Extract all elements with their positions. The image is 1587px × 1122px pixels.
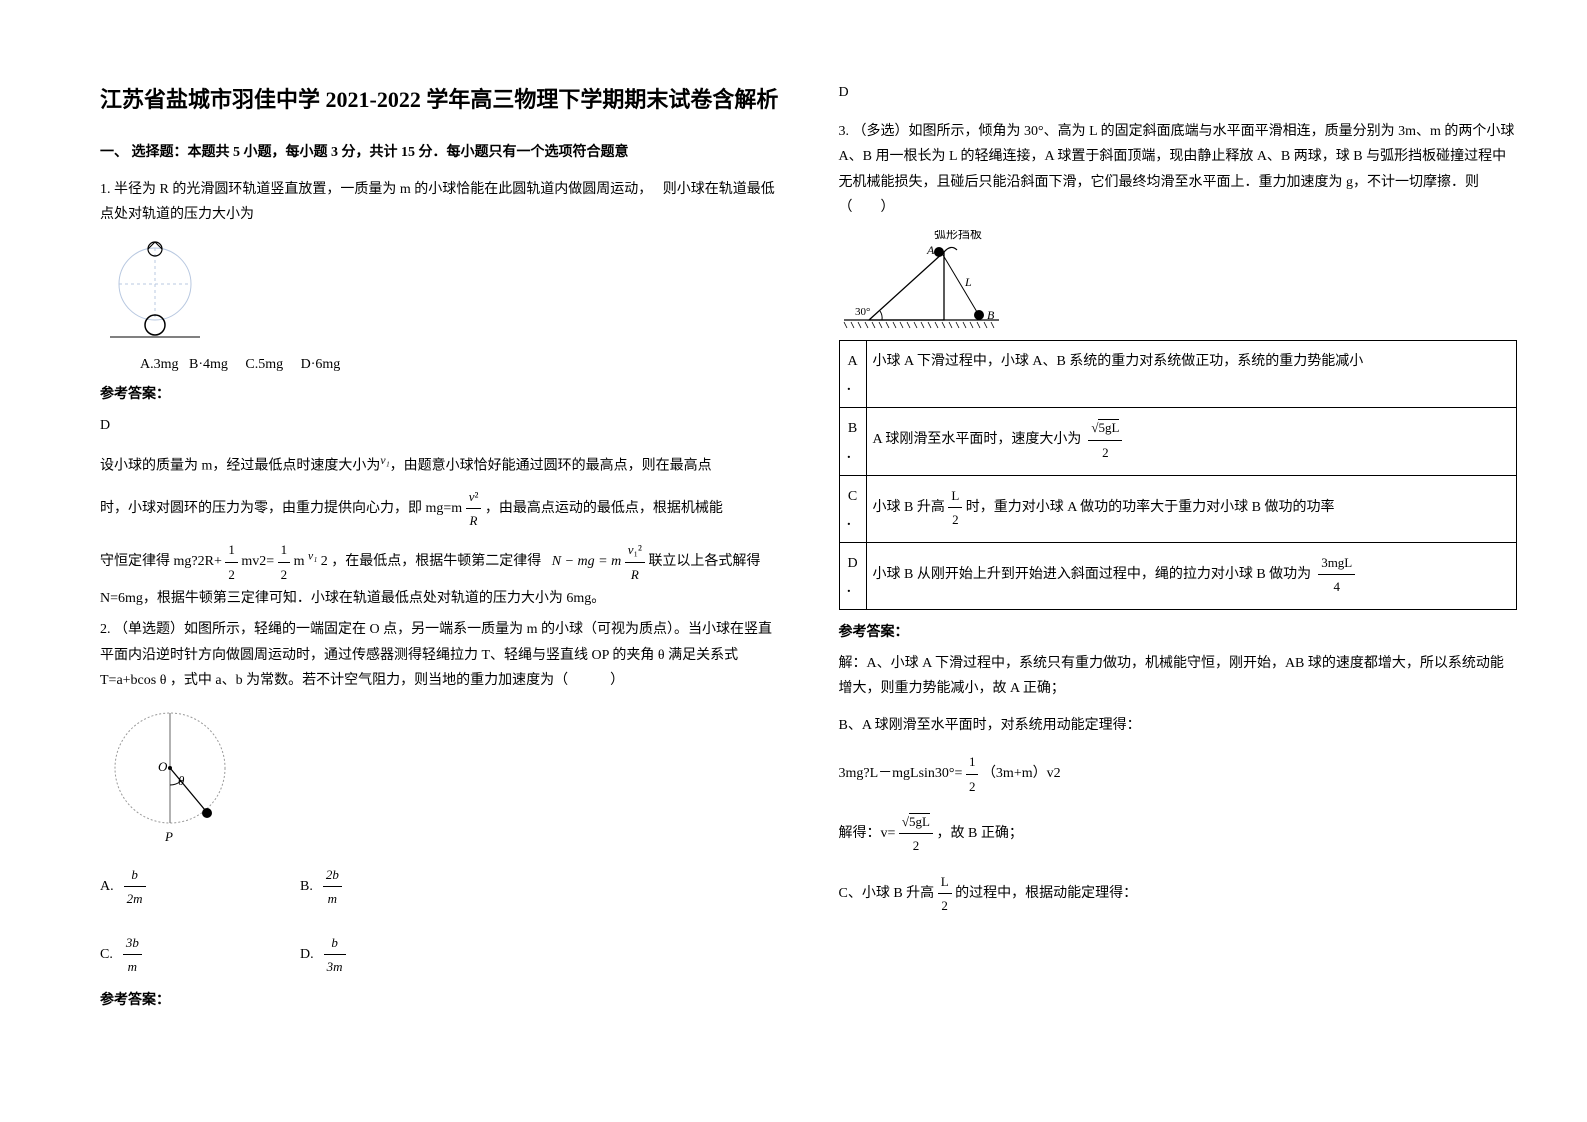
frac-half-2: 12 (278, 538, 291, 586)
q2-diagram: O θ P (100, 703, 250, 853)
svg-text:弧形挡板: 弧形挡板 (934, 230, 982, 241)
svg-text:30°: 30° (855, 306, 870, 318)
svg-text:L: L (964, 275, 972, 289)
q3-explanation: 解：A、小球 A 下滑过程中，系统只有重力做功，机械能守恒，刚开始，AB 球的速… (839, 651, 1518, 918)
frac-v2R: v²R (466, 485, 482, 533)
q3-text: 3. （多选）如图所示，倾角为 30°、高为 L 的固定斜面底端与水平面平滑相连… (839, 119, 1518, 220)
q1-explain-1: 设小球的质量为 m，经过最低点时速度大小为v₁，由题意小球恰好能通过圆环的最高点… (100, 450, 779, 479)
q2-opt-c: C. 3bm (100, 931, 300, 979)
opt-B-text: A 球刚滑至水平面时，速度大小为 √5gL 2 (866, 408, 1517, 475)
svg-text:P: P (164, 829, 173, 844)
q2-opt-d: D. b3m (300, 931, 500, 979)
right-column: D 3. （多选）如图所示，倾角为 30°、高为 L 的固定斜面底端与水平面平滑… (819, 80, 1538, 1082)
opt-A-text: 小球 A 下滑过程中，小球 A、B 系统的重力对系统做正功，系统的重力势能减小 (866, 340, 1517, 407)
q2-text: 2. （单选题）如图所示，轻绳的一端固定在 O 点，另一端系一质量为 m 的小球… (100, 617, 779, 693)
opt-C-label: C． (839, 475, 866, 542)
q1-opt-a: A.3mg (140, 357, 179, 372)
q2-options: A. b2m B. 2bm C. 3bm D. b3m (100, 863, 779, 979)
table-row: B． A 球刚滑至水平面时，速度大小为 √5gL 2 (839, 408, 1517, 475)
frac-half-1: 12 (225, 538, 238, 586)
q2-answer-label: 参考答案： (100, 988, 779, 1013)
q2-answer: D (839, 80, 1518, 105)
q3-option-table: A． 小球 A 下滑过程中，小球 A、B 系统的重力对系统做正功，系统的重力势能… (839, 340, 1518, 611)
page-title: 江苏省盐城市羽佳中学 2021-2022 学年高三物理下学期期末试卷含解析 (100, 80, 779, 120)
table-row: A． 小球 A 下滑过程中，小球 A、B 系统的重力对系统做正功，系统的重力势能… (839, 340, 1517, 407)
q1-explain-2: 时，小球对圆环的压力为零，由重力提供向心力，即 mg=m v²R ，由最高点运动… (100, 485, 779, 533)
svg-text:B: B (987, 308, 995, 322)
q1-explain-3: 守恒定律得 mg?2R+ 12 mv2= 12 m v₁ 2 ，在最低点，根据牛… (100, 538, 779, 611)
opt-C-text: 小球 B 升高 L2 时，重力对小球 A 做功的功率大于重力对小球 B 做功的功… (866, 475, 1517, 542)
newton-eq: N − mg = m (552, 554, 621, 569)
q1-answer: D (100, 413, 779, 438)
q3-answer-label: 参考答案： (839, 620, 1518, 645)
opt-D-label: D． (839, 543, 866, 610)
expl-C1: C、小球 B 升高 L2 的过程中，根据动能定理得： (839, 870, 1518, 918)
q1-options: A.3mg B·4mg C.5mg D·6mg (140, 352, 779, 377)
svg-text:θ: θ (178, 773, 185, 788)
q1-opt-b: B·4mg (189, 357, 228, 372)
q2-opt-a: A. b2m (100, 863, 300, 911)
table-row: C． 小球 B 升高 L2 时，重力对小球 A 做功的功率大于重力对小球 B 做… (839, 475, 1517, 542)
opt-B-label: B． (839, 408, 866, 475)
left-column: 江苏省盐城市羽佳中学 2021-2022 学年高三物理下学期期末试卷含解析 一、… (100, 80, 819, 1082)
expl-B2: 3mg?L－mgLsin30°= 12 （3m+m）v2 (839, 750, 1518, 798)
q1-opt-d: D·6mg (301, 357, 341, 372)
opt-A-label: A． (839, 340, 866, 407)
q1-opt-c: C.5mg (245, 357, 283, 372)
svg-text:O: O (158, 759, 168, 774)
q1-diagram (100, 237, 210, 347)
section-header: 一、 选择题：本题共 5 小题，每小题 3 分，共计 15 分．每小题只有一个选… (100, 140, 779, 165)
table-row: D． 小球 B 从刚开始上升到开始进入斜面过程中，绳的拉力对小球 B 做功为 3… (839, 543, 1517, 610)
expl-B1: B、A 球刚滑至水平面时，对系统用动能定理得： (839, 713, 1518, 738)
frac-v12R: v₁²R (625, 538, 645, 586)
q1-text: 1. 半径为 R 的光滑圆环轨道竖直放置，一质量为 m 的小球恰能在此圆轨道内做… (100, 177, 779, 227)
opt-D-text: 小球 B 从刚开始上升到开始进入斜面过程中，绳的拉力对小球 B 做功为 3mgL… (866, 543, 1517, 610)
expl-A: 解：A、小球 A 下滑过程中，系统只有重力做功，机械能守恒，刚开始，AB 球的速… (839, 651, 1518, 701)
q2-opt-b: B. 2bm (300, 863, 500, 911)
expl-B3: 解得：v= √5gL 2 ，故 B 正确； (839, 810, 1518, 858)
q1-answer-label: 参考答案： (100, 382, 779, 407)
svg-text:A: A (926, 243, 935, 257)
q3-diagram: 30° A B L 弧形挡板 (839, 230, 1059, 330)
